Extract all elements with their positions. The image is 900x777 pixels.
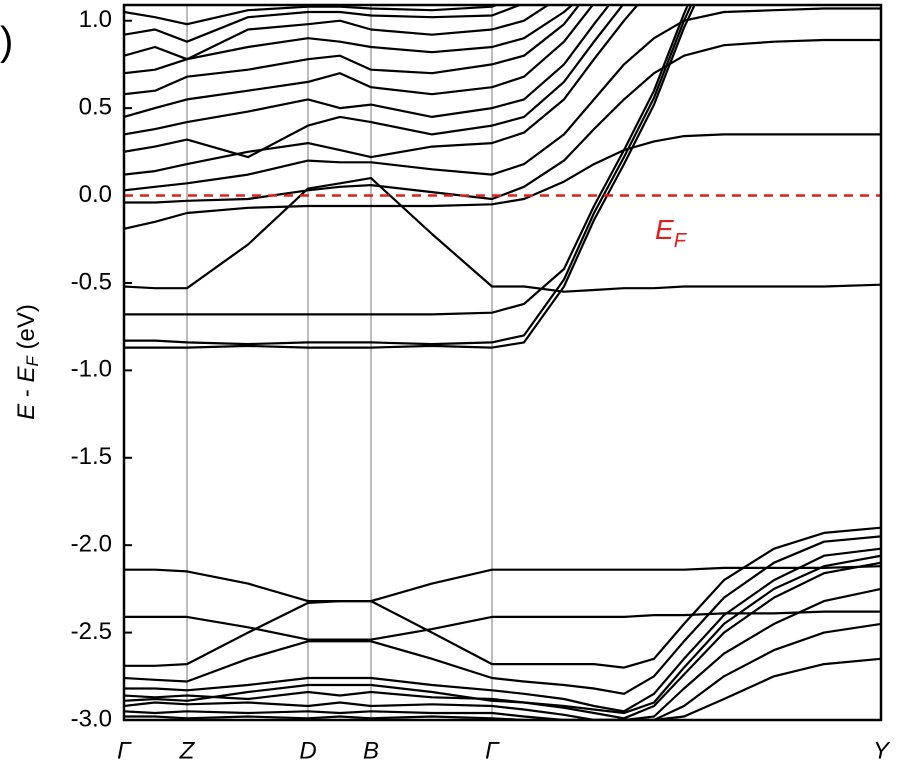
band-line xyxy=(124,5,625,159)
band-line xyxy=(124,5,550,61)
band-line xyxy=(124,5,595,118)
band-line xyxy=(124,535,881,695)
y-label-part: - xyxy=(13,383,40,404)
band-line xyxy=(124,5,523,43)
x-tick-label: Y xyxy=(873,737,891,764)
band-line xyxy=(124,554,881,715)
fermi-annotation: EF xyxy=(655,214,688,252)
panel-label: ) xyxy=(0,20,13,64)
y-axis-label: E - EF (eV) xyxy=(13,304,42,420)
x-tick-label: Γ xyxy=(117,737,132,764)
y-label-part: (eV) xyxy=(13,304,40,356)
y-label-subscript: F xyxy=(23,355,42,367)
band-line xyxy=(124,561,881,720)
y-tick-label: -1.0 xyxy=(71,356,112,383)
annotation-part: E xyxy=(655,214,674,245)
band-line xyxy=(124,5,639,176)
y-tick-label: -3.0 xyxy=(71,705,112,732)
x-tick-label: Z xyxy=(179,737,196,764)
band-line xyxy=(124,622,881,720)
y-tick-label: -2.0 xyxy=(71,531,112,558)
band-line xyxy=(124,177,881,293)
y-tick-label: -1.5 xyxy=(71,443,112,470)
annotation-subscript: F xyxy=(674,230,688,252)
plot-frame xyxy=(122,3,883,722)
band-line xyxy=(124,610,881,641)
band-line xyxy=(124,565,881,603)
band-line xyxy=(124,5,500,26)
band-line xyxy=(124,657,881,720)
band-line xyxy=(124,38,881,204)
band-line xyxy=(124,5,690,316)
y-tick-label: 1.0 xyxy=(79,6,112,33)
band-line xyxy=(124,7,881,192)
y-tick-label: -2.5 xyxy=(71,618,112,645)
band-line xyxy=(124,526,881,669)
x-tick-label: B xyxy=(363,737,379,764)
y-tick-label: -0.5 xyxy=(71,268,112,295)
band-line xyxy=(124,587,881,720)
y-tick-label: 0.0 xyxy=(79,181,112,208)
band-line xyxy=(124,5,581,96)
band-line xyxy=(124,5,693,346)
y-label-part: E xyxy=(13,403,40,420)
band-line xyxy=(124,5,696,349)
band-line xyxy=(124,547,881,713)
y-label-part: E xyxy=(13,366,40,383)
band-line xyxy=(124,133,881,230)
band-line xyxy=(124,5,574,75)
bands xyxy=(124,5,881,720)
y-tick-label: 0.5 xyxy=(79,93,112,120)
x-tick-label: Γ xyxy=(485,737,500,764)
x-tick-label: D xyxy=(299,737,316,764)
band-line xyxy=(124,5,611,136)
